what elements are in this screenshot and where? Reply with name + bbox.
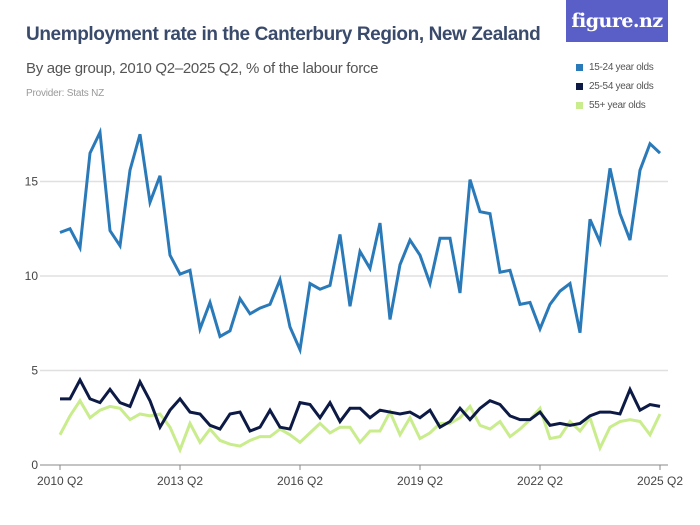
legend-swatch [576, 64, 583, 71]
chart-subtitle: By age group, 2010 Q2–2025 Q2, % of the … [26, 60, 379, 77]
provider-text: Provider: Stats NZ [26, 88, 105, 99]
y-tick-label: 5 [31, 364, 38, 378]
y-tick-label: 10 [25, 269, 39, 283]
legend-item[interactable]: 15-24 year olds [576, 58, 654, 77]
legend-label: 15-24 year olds [589, 62, 654, 73]
series-line-3[interactable] [58, 397, 662, 454]
figure-nz-logo[interactable]: figure.nz [566, 0, 668, 42]
legend: 15-24 year olds 25-54 year olds 55+ year… [576, 58, 654, 115]
x-tick-label: 2010 Q2 [37, 474, 83, 488]
x-tick-label: 2013 Q2 [157, 474, 203, 488]
legend-label: 55+ year olds [589, 100, 646, 111]
x-tick-label: 2019 Q2 [397, 474, 443, 488]
y-tick-label: 0 [31, 458, 38, 472]
x-tick-label: 2025 Q2 [637, 474, 683, 488]
legend-label: 25-54 year olds [589, 81, 654, 92]
x-tick-label: 2022 Q2 [517, 474, 563, 488]
y-tick-label: 15 [25, 175, 39, 189]
legend-swatch [576, 83, 583, 90]
legend-item[interactable]: 25-54 year olds [576, 77, 654, 96]
series-line-2[interactable] [60, 376, 661, 433]
legend-swatch [576, 102, 583, 109]
x-tick-label: 2016 Q2 [277, 474, 323, 488]
legend-item[interactable]: 55+ year olds [576, 96, 653, 115]
chart-title: Unemployment rate in the Canterbury Regi… [26, 24, 541, 45]
series-line-1[interactable] [59, 126, 662, 356]
